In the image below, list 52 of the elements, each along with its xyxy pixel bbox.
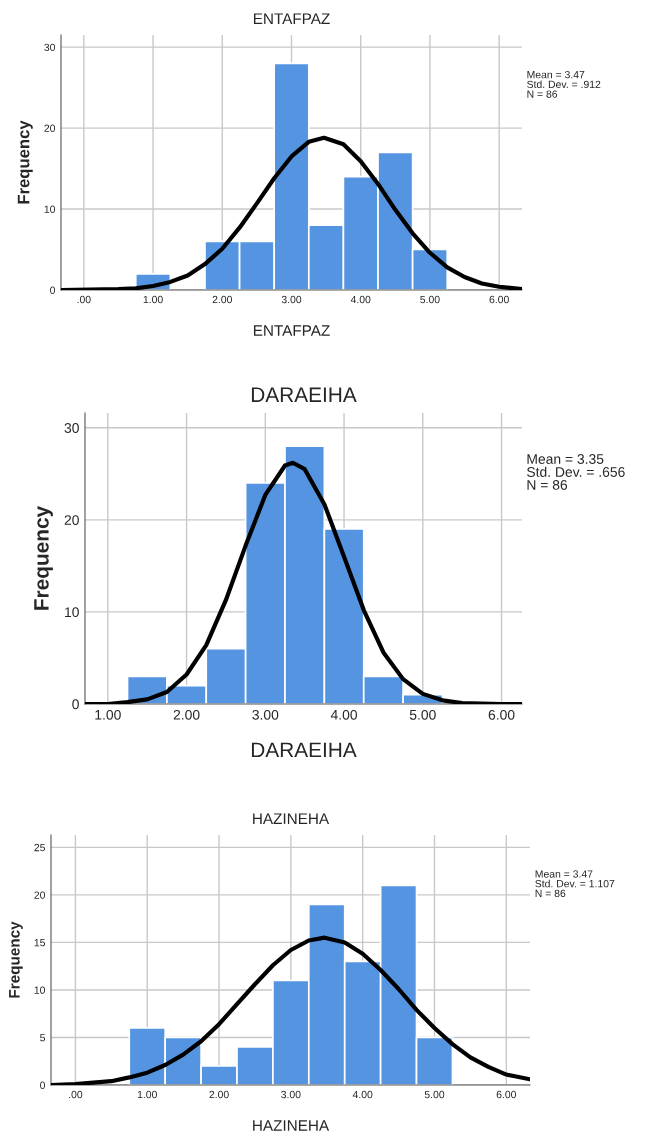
x-tick-label: 5.00 [409, 709, 436, 720]
y-tick-label: 10 [34, 986, 46, 994]
text: Std. Dev. = .912 [527, 80, 601, 89]
y-tick-label: 0 [50, 286, 56, 294]
x-tick-label: 5.00 [424, 1090, 445, 1099]
y-tick-label: 30 [44, 43, 56, 52]
x-tick-label: 1.00 [143, 295, 163, 304]
x-tick-label: .00 [69, 1090, 83, 1099]
y-tick-label: 20 [64, 515, 79, 525]
y-tick-label: 25 [34, 843, 46, 852]
text: Mean = 3.47 [535, 870, 593, 878]
text: N = 86 [527, 480, 568, 490]
text: N = 86 [527, 90, 558, 98]
x-axis-title: ENTAFPAZ [253, 325, 330, 336]
y-tick-label: 20 [44, 124, 56, 132]
y-tick-label: 30 [64, 423, 79, 433]
x-tick-label: 1.00 [95, 709, 121, 720]
y-axis-title: Frequency [17, 120, 33, 204]
text: Std. Dev. = .656 [527, 466, 625, 477]
x-tick-label: 6.00 [489, 295, 509, 304]
y-axis-title: Frequency [9, 921, 23, 998]
chart-title: ENTAFPAZ [253, 13, 330, 24]
y-tick-label: 5 [40, 1034, 46, 1042]
text: Mean = 3.35 [527, 454, 604, 464]
x-tick-label: .00 [77, 295, 91, 304]
chart-title: DARAEIHA [251, 387, 357, 402]
x-axis-title: DARAEIHA [251, 742, 357, 758]
text: N = 86 [535, 889, 566, 898]
x-tick-label: 3.00 [281, 1090, 301, 1099]
x-tick-label: 2.00 [209, 1090, 229, 1099]
y-tick-label: 10 [65, 607, 79, 618]
x-tick-label: 3.00 [281, 295, 302, 304]
x-tick-label: 6.00 [496, 1090, 517, 1099]
x-tick-label: 1.00 [137, 1090, 157, 1099]
y-tick-label: 0 [72, 699, 79, 710]
x-tick-label: 4.00 [352, 1090, 373, 1099]
x-tick-label: 4.00 [330, 709, 358, 720]
chart-title: HAZINEHA [253, 813, 330, 824]
y-tick-label: 10 [44, 205, 56, 213]
x-tick-label: 4.00 [350, 295, 371, 304]
x-tick-label: 6.00 [488, 709, 515, 720]
y-tick-label: 0 [40, 1081, 46, 1089]
x-tick-label: 3.00 [252, 709, 279, 720]
text: Mean = 3.47 [527, 70, 585, 79]
x-axis-title: HAZINEHA [253, 1120, 330, 1131]
text: Std. Dev. = 1.107 [535, 879, 615, 888]
y-axis-title: Frequency [34, 505, 53, 610]
y-tick-label: 15 [34, 939, 46, 947]
x-tick-label: 5.00 [420, 295, 440, 304]
x-tick-label: 2.00 [212, 295, 233, 304]
x-tick-label: 2.00 [173, 709, 200, 720]
y-tick-label: 20 [34, 891, 46, 899]
